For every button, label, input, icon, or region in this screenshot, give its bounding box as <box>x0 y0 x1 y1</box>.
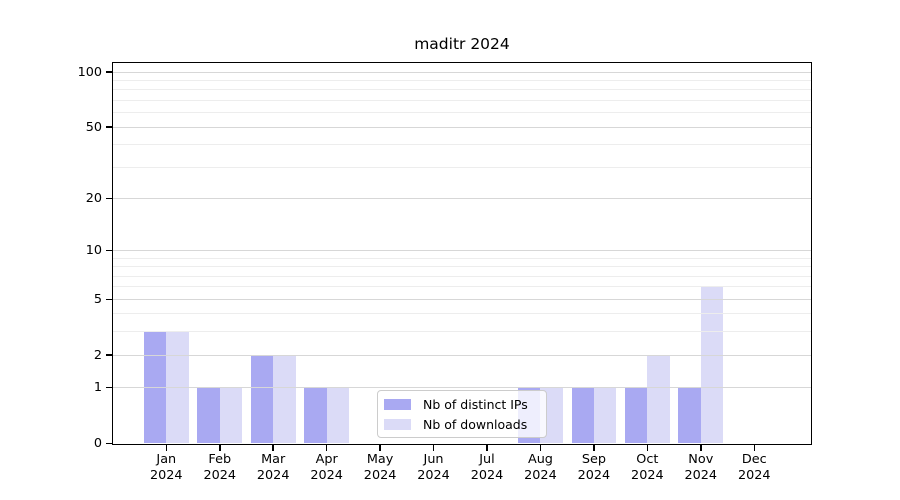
x-tick-mark-jun <box>432 445 435 451</box>
y-tick-mark-10 <box>106 249 112 252</box>
bar-distinct-ips-oct <box>624 387 648 444</box>
bar-downloads-oct <box>647 355 670 444</box>
minor-gridline-7 <box>113 275 811 277</box>
bar-downloads-feb <box>219 387 243 444</box>
y-tick-mark-50 <box>106 126 112 128</box>
x-tick-label-aug: Aug 2024 <box>524 452 557 483</box>
major-gridline-10 <box>113 249 811 251</box>
major-gridline-1 <box>113 387 811 389</box>
bar-distinct-ips-mar <box>250 355 274 444</box>
legend-item-distinct-ips: Nb of distinct IPs <box>384 396 540 413</box>
minor-gridline-60 <box>113 112 811 114</box>
major-gridline-2 <box>113 354 811 356</box>
bar-downloads-apr <box>326 387 350 444</box>
y-tick-label-10: 10 <box>85 242 102 258</box>
x-tick-mark-oct <box>646 445 649 451</box>
bar-distinct-ips-apr <box>304 387 327 444</box>
bar-distinct-ips-feb <box>197 387 220 444</box>
legend-item-downloads: Nb of downloads <box>384 416 540 433</box>
x-tick-mark-apr <box>325 445 328 451</box>
major-gridline-20 <box>113 197 811 199</box>
x-tick-label-jun: Jun 2024 <box>417 452 450 483</box>
x-tick-label-feb: Feb 2024 <box>203 452 237 483</box>
legend-swatch-distinct-ips-icon <box>384 399 411 410</box>
y-tick-mark-100 <box>106 71 112 73</box>
minor-gridline-80 <box>113 89 811 91</box>
bar-downloads-mar <box>273 355 296 444</box>
minor-gridline-6 <box>113 286 811 288</box>
legend-swatch-downloads-icon <box>384 419 411 430</box>
minor-gridline-30 <box>113 166 811 168</box>
y-tick-label-2: 2 <box>93 347 102 363</box>
y-tick-label-100: 100 <box>77 64 102 80</box>
major-gridline-50 <box>113 126 811 128</box>
x-tick-mark-mar <box>272 445 274 451</box>
x-tick-label-jan: Jan 2024 <box>150 452 183 483</box>
x-tick-label-may: May 2024 <box>363 452 397 483</box>
minor-gridline-70 <box>113 99 811 101</box>
y-tick-mark-20 <box>106 197 112 200</box>
x-tick-label-apr: Apr 2024 <box>310 452 343 483</box>
y-tick-label-20: 20 <box>85 190 102 206</box>
bar-distinct-ips-nov <box>678 387 701 444</box>
x-tick-mark-dec <box>753 445 755 451</box>
x-tick-mark-jan <box>165 445 168 451</box>
y-tick-label-1: 1 <box>93 380 102 396</box>
x-tick-label-mar: Mar 2024 <box>256 452 290 483</box>
x-tick-label-dec: Dec 2024 <box>737 452 771 483</box>
y-tick-mark-1 <box>106 386 112 389</box>
bar-distinct-ips-sep <box>571 387 594 444</box>
x-tick-label-jul: Jul 2024 <box>470 452 504 483</box>
y-tick-label-0: 0 <box>93 436 102 451</box>
legend-label-downloads: Nb of downloads <box>423 417 528 432</box>
y-tick-label-5: 5 <box>93 291 102 307</box>
y-tick-mark-0 <box>106 442 112 445</box>
y-tick-mark-2 <box>106 354 112 356</box>
x-tick-mark-sep <box>593 445 595 451</box>
legend-label-distinct-ips: Nb of distinct IPs <box>423 397 528 412</box>
x-tick-mark-may <box>379 445 381 451</box>
x-tick-label-nov: Nov 2024 <box>684 452 718 483</box>
major-gridline-5 <box>113 298 811 300</box>
legend: Nb of distinct IPs Nb of downloads <box>377 390 547 438</box>
x-tick-label-oct: Oct 2024 <box>631 452 664 483</box>
x-tick-label-sep: Sep 2024 <box>577 452 611 483</box>
bar-downloads-nov <box>700 286 724 444</box>
minor-gridline-3 <box>113 331 811 333</box>
x-tick-mark-feb <box>219 445 221 451</box>
y-tick-mark-5 <box>106 298 112 301</box>
minor-gridline-90 <box>113 79 811 81</box>
chart-title: maditr 2024 <box>414 35 510 53</box>
x-tick-mark-aug <box>539 445 542 451</box>
minor-gridline-8 <box>113 266 811 268</box>
x-tick-mark-jul <box>486 445 488 451</box>
bar-downloads-sep <box>593 387 617 444</box>
minor-gridline-9 <box>113 257 811 259</box>
major-gridline-100 <box>113 71 811 73</box>
minor-gridline-40 <box>113 144 811 146</box>
y-tick-label-50: 50 <box>85 119 102 135</box>
minor-gridline-4 <box>113 313 811 315</box>
x-tick-mark-nov <box>700 445 702 451</box>
